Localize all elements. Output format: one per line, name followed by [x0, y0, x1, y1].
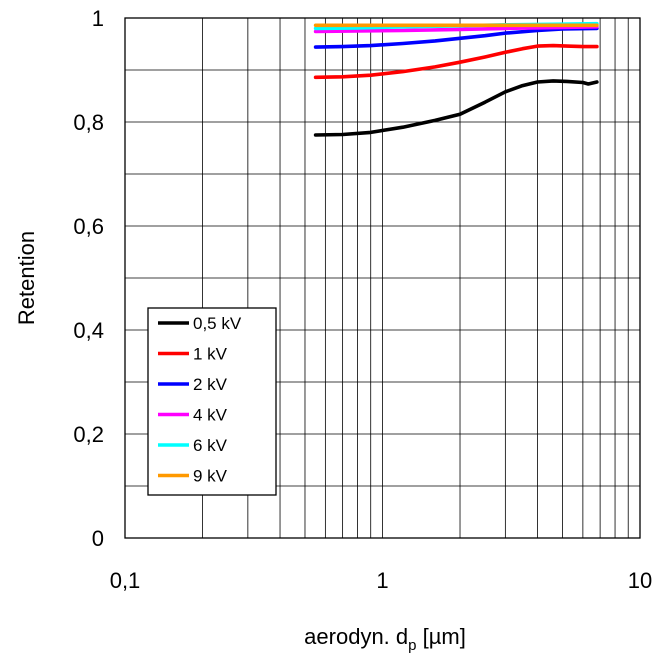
- x-axis-label-subscript: p: [408, 637, 416, 654]
- y-tick-label: 0,8: [73, 110, 104, 135]
- tick-labels: 0,1 1 10 0 0,2 0,4 0,6 0,8 1: [73, 6, 652, 593]
- legend-label: 2 kV: [193, 375, 228, 394]
- plot-frame: [124, 17, 641, 539]
- legend-label: 9 kV: [193, 467, 228, 486]
- x-axis-label: aerodyn. dp [µm]: [304, 624, 466, 654]
- y-axis-label: Retention: [14, 231, 39, 325]
- legend-label: 0,5 kV: [193, 314, 242, 333]
- x-tick-label: 10: [628, 568, 652, 593]
- legend: 0,5 kV 1 kV 2 kV 4 kV 6 kV 9 kV: [147, 307, 277, 496]
- legend-label: 6 kV: [193, 436, 228, 455]
- x-axis-label-main: aerodyn. d: [304, 624, 408, 649]
- legend-label: 1 kV: [193, 345, 228, 364]
- y-tick-label: 0: [92, 526, 104, 551]
- y-tick-label: 0,6: [73, 214, 104, 239]
- series-line-0: [313, 79, 599, 137]
- x-axis-label-unit: [µm]: [416, 624, 465, 649]
- series-line-3: [313, 24, 599, 34]
- series-layer: [313, 21, 599, 137]
- y-tick-label: 1: [92, 6, 104, 31]
- x-tick-label: 1: [376, 568, 388, 593]
- x-tick-label: 0,1: [110, 568, 141, 593]
- series-line-2: [313, 26, 599, 49]
- y-tick-label: 0,2: [73, 422, 104, 447]
- legend-box: [147, 307, 277, 496]
- y-tick-label: 0,4: [73, 318, 104, 343]
- legend-label: 4 kV: [193, 406, 228, 425]
- series-line-1: [313, 43, 599, 80]
- grid: [125, 18, 640, 538]
